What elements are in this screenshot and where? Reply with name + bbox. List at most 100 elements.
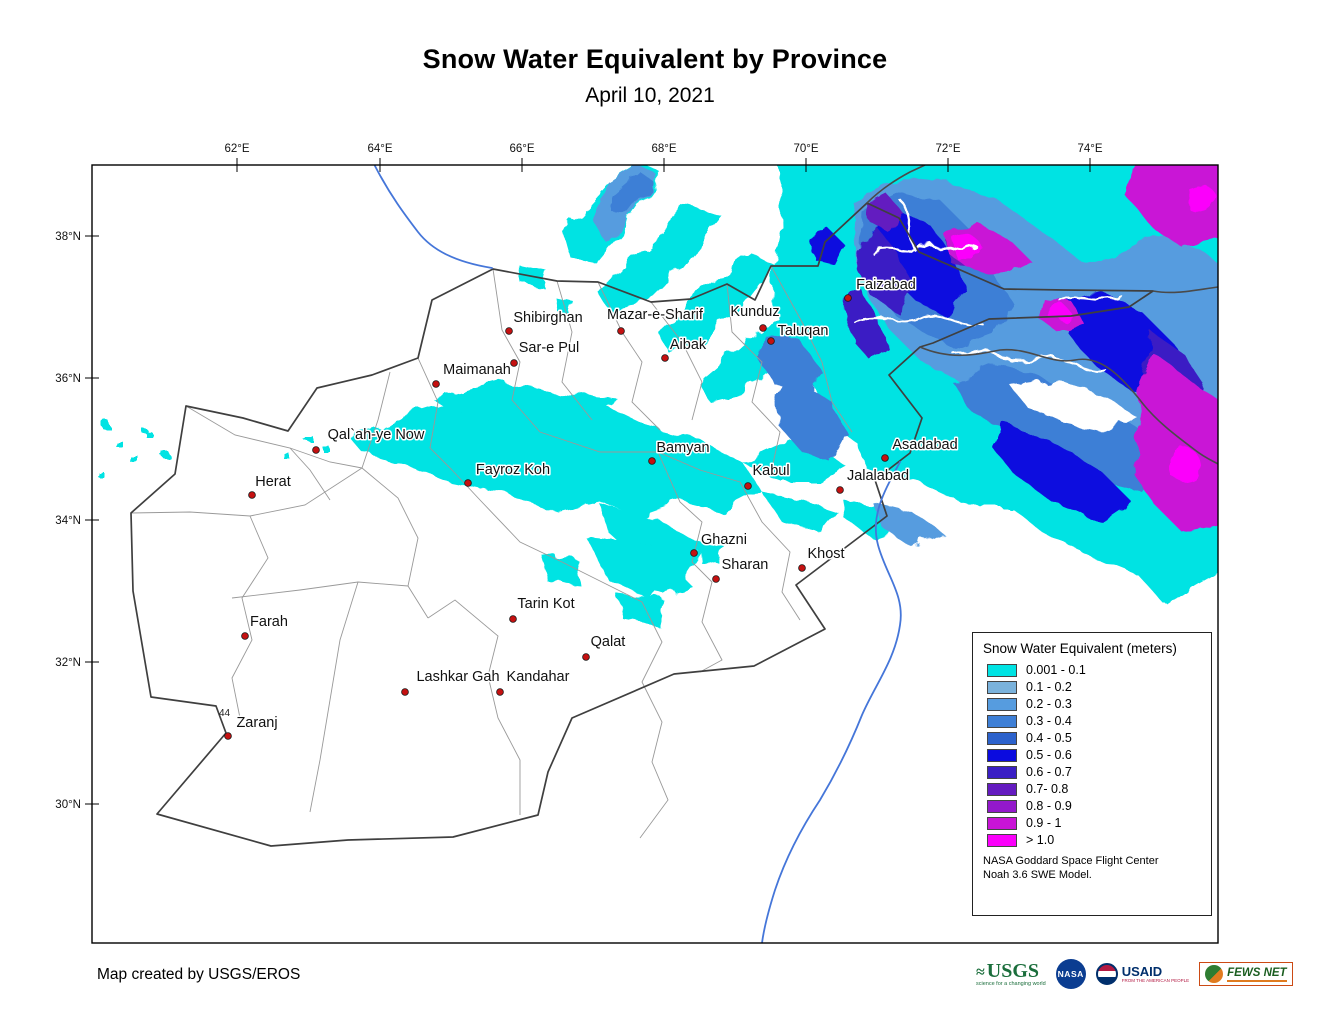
city-label: Fayroz Koh xyxy=(476,462,550,478)
legend-entry-label: 0.6 - 0.7 xyxy=(1026,765,1072,779)
lon-tick-label: 70°E xyxy=(793,143,818,155)
city-label: Shibirghan xyxy=(513,310,582,326)
city-dot xyxy=(836,486,844,494)
city-label: Lashkar Gah xyxy=(416,669,499,685)
city-label: Sar-e Pul xyxy=(519,340,579,356)
legend-entry: 0.5 - 0.6 xyxy=(987,748,1201,762)
city-label: Kandahar xyxy=(507,669,570,685)
city-label: Farah xyxy=(250,614,288,630)
city-dot xyxy=(224,732,232,740)
lon-tick-label: 64°E xyxy=(367,143,392,155)
city-label: Taluqan xyxy=(778,323,829,339)
lon-tick-label: 62°E xyxy=(224,143,249,155)
city-dot xyxy=(505,327,513,335)
legend: Snow Water Equivalent (meters) 0.001 - 0… xyxy=(972,632,1212,916)
usgs-logo: ≈ USGS science for a changing world xyxy=(976,961,1046,987)
lat-tick-label: 30°N xyxy=(55,799,81,811)
legend-title: Snow Water Equivalent (meters) xyxy=(983,641,1177,656)
legend-entry-label: 0.4 - 0.5 xyxy=(1026,731,1072,745)
legend-swatch xyxy=(987,680,1017,694)
nasa-logo: NASA xyxy=(1055,959,1086,989)
legend-entry: > 1.0 xyxy=(987,833,1201,847)
legend-source: NASA Goddard Space Flight Center Noah 3.… xyxy=(983,854,1201,883)
longitude-ticks: 62°E 64°E 66°E 68°E 70°E 72°E 74°E xyxy=(224,143,1103,172)
amu-darya-river xyxy=(374,165,493,269)
city-dot xyxy=(712,575,720,583)
city-label: Khost xyxy=(807,546,844,562)
page-subtitle: April 10, 2021 xyxy=(585,84,715,107)
legend-entry-label: 0.1 - 0.2 xyxy=(1026,680,1072,694)
legend-entry: 0.3 - 0.4 xyxy=(987,714,1201,728)
page-title: Snow Water Equivalent by Province xyxy=(422,44,888,74)
city-dot xyxy=(844,294,852,302)
city-dot xyxy=(617,327,625,335)
usaid-emblem-icon xyxy=(1095,963,1118,985)
nasa-wordmark: NASA xyxy=(1057,969,1084,979)
city-label: Faizabad xyxy=(856,277,916,293)
legend-swatch xyxy=(987,697,1017,711)
city-label: Asadabad xyxy=(892,437,957,453)
lat-tick-label: 32°N xyxy=(55,657,81,669)
city-dot xyxy=(767,337,775,345)
afghanistan-border xyxy=(130,202,1154,847)
city-dot xyxy=(510,359,518,367)
city-label: Mazar-e-Sharif xyxy=(607,307,704,323)
legend-swatch xyxy=(987,748,1017,762)
city-label: Zaranj xyxy=(236,715,277,731)
city-dot xyxy=(312,446,320,454)
fewsnet-logo: FEWS NET xyxy=(1199,962,1293,986)
city-label: Bamyan xyxy=(656,440,709,456)
legend-entry: 0.1 - 0.2 xyxy=(987,680,1201,694)
legend-swatch xyxy=(987,731,1017,745)
map-annotations: 44 xyxy=(219,708,231,719)
usaid-wordmark: USAID xyxy=(1121,964,1163,979)
city-label: Tarin Kot xyxy=(517,596,574,612)
legend-swatch xyxy=(987,714,1017,728)
legend-entry-label: > 1.0 xyxy=(1026,833,1055,847)
map-credit: Map created by USGS/EROS xyxy=(97,966,301,983)
city-dot xyxy=(432,380,440,388)
legend-entry: 0.9 - 1 xyxy=(987,816,1201,830)
usgs-tagline: science for a changing world xyxy=(976,981,1046,987)
city-markers: Shibirghan Mazar-e-Sharif Kunduz Taluqan Fai… xyxy=(224,276,959,740)
city-label: Jalalabad xyxy=(847,468,909,484)
usgs-wordmark: USGS xyxy=(986,960,1040,982)
lat-tick-label: 38°N xyxy=(55,231,81,243)
legend-entry: 0.001 - 0.1 xyxy=(987,663,1201,677)
fewsnet-globe-icon xyxy=(1205,965,1224,983)
lon-tick-label: 72°E xyxy=(935,143,960,155)
map-annotation: 44 xyxy=(219,708,231,719)
lon-tick-label: 74°E xyxy=(1077,143,1102,155)
legend-entry-label: 0.2 - 0.3 xyxy=(1026,697,1072,711)
legend-swatch xyxy=(987,833,1017,847)
city-dot xyxy=(798,564,806,572)
city-label: Maimanah xyxy=(443,362,511,378)
logo-row: ≈ USGS science for a changing world NASA … xyxy=(976,952,1293,996)
legend-entry: 0.7- 0.8 xyxy=(987,782,1201,796)
latitude-ticks: 38°N 36°N 34°N 32°N 30°N xyxy=(55,231,99,811)
city-label: Ghazni xyxy=(701,532,747,548)
city-dot xyxy=(690,549,698,557)
snow-layer xyxy=(96,165,1218,626)
map-frame xyxy=(91,164,1219,944)
legend-source-line2: Noah 3.6 SWE Model. xyxy=(983,869,1092,882)
legend-entry-label: 0.3 - 0.4 xyxy=(1026,714,1072,728)
legend-entry-label: 0.7- 0.8 xyxy=(1026,782,1069,796)
city-dot xyxy=(464,479,472,487)
legend-source-line1: NASA Goddard Space Flight Center xyxy=(983,855,1159,867)
city-label: Kabul xyxy=(752,463,789,479)
city-dot xyxy=(496,688,504,696)
legend-entry: 0.6 - 0.7 xyxy=(987,765,1201,779)
city-label: Qal`ah-ye Now xyxy=(328,427,425,443)
legend-swatch xyxy=(987,765,1017,779)
usaid-tagline: FROM THE AMERICAN PEOPLE xyxy=(1121,978,1190,983)
legend-entries: 0.001 - 0.1 0.1 - 0.2 0.2 - 0.3 0.3 - 0.4 0.… xyxy=(983,663,1201,847)
city-label: Sharan xyxy=(722,557,769,573)
city-label: Aibak xyxy=(670,337,707,353)
city-dot xyxy=(759,324,767,332)
legend-entry-label: 0.8 - 0.9 xyxy=(1026,799,1072,813)
indus-river xyxy=(761,461,902,943)
fewsnet-wordmark: FEWS NET xyxy=(1227,966,1287,983)
